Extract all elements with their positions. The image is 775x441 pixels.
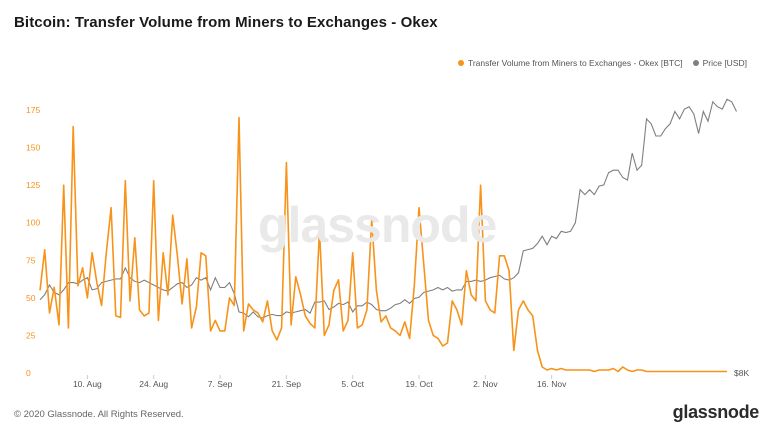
chart-title: Bitcoin: Transfer Volume from Miners to … — [14, 14, 438, 31]
y-tick-label: 25 — [26, 330, 36, 340]
legend-item-volume[interactable]: Transfer Volume from Miners to Exchanges… — [457, 58, 683, 68]
x-tick-label: 10. Aug — [73, 379, 102, 389]
x-tick-label: 16. Nov — [537, 379, 567, 389]
x-tick-label: 24. Aug — [139, 379, 168, 389]
x-tick-label: 7. Sep — [208, 379, 233, 389]
legend-dot-icon — [692, 60, 699, 66]
x-tick-label: 21. Sep — [272, 379, 302, 389]
y-tick-label: 0 — [26, 368, 31, 378]
x-tick-label: 19. Oct — [405, 379, 433, 389]
legend-label-volume: Transfer Volume from Miners to Exchanges… — [467, 58, 683, 68]
copyright-text: © 2020 Glassnode. All Rights Reserved. — [14, 409, 184, 420]
y-tick-label: 125 — [26, 180, 40, 190]
y-tick-label: 75 — [26, 255, 36, 265]
x-tick-label: 5. Oct — [341, 379, 364, 389]
legend-label-price: Price [USD] — [702, 58, 747, 68]
y-right-tick-label: $8K — [734, 368, 749, 378]
y-tick-label: 100 — [26, 218, 40, 228]
legend[interactable]: Transfer Volume from Miners to Exchanges… — [457, 58, 747, 68]
price-series-line — [39, 98, 737, 319]
x-tick-label: 2. Nov — [473, 379, 498, 389]
y-tick-label: 50 — [26, 293, 36, 303]
glassnode-logo[interactable]: glassnode — [672, 402, 760, 422]
legend-dot-icon — [457, 60, 464, 66]
y-tick-label: 175 — [26, 105, 40, 115]
y-tick-label: 150 — [26, 143, 40, 153]
volume-series-line — [39, 116, 727, 373]
legend-item-price[interactable]: Price [USD] — [692, 58, 747, 68]
